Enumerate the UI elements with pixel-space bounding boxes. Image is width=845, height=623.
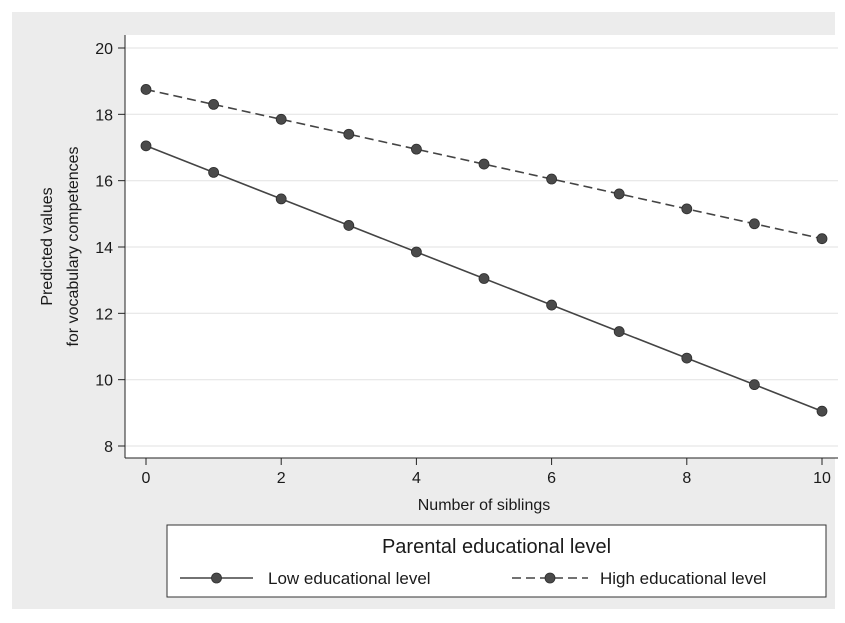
axes: 8 10 12 14 16 18 20 0 2 4 6 8 10	[95, 35, 838, 487]
y-tick-label-20: 20	[95, 41, 113, 58]
y-axis-label-line-1: Predicted values	[39, 187, 56, 305]
series-0-point-4	[410, 246, 422, 258]
grid-lines	[125, 47, 838, 447]
series-1-point-5	[478, 158, 490, 170]
x-tick-label-10: 10	[813, 470, 831, 487]
x-tick-label-6: 6	[547, 470, 556, 487]
series-0-point-7	[613, 326, 625, 337]
series-1-point-8	[681, 203, 693, 215]
legend-label-0: Low educational level	[268, 569, 431, 588]
series-0-point-5	[478, 273, 490, 284]
series-1-point-4	[410, 143, 422, 155]
y-tick-label-8: 8	[104, 439, 113, 456]
legend-title: Parental educational level	[382, 536, 611, 558]
legend-marker-0	[211, 572, 222, 584]
legend-marker-1	[544, 572, 556, 584]
y-tick-label-16: 16	[95, 174, 113, 191]
y-tick-label-10: 10	[95, 373, 113, 390]
legend-box	[166, 524, 827, 598]
x-tick-label-2: 2	[277, 470, 286, 487]
y-tick-label-18: 18	[95, 107, 113, 124]
series-1-point-2	[275, 113, 287, 125]
series-layer	[140, 84, 828, 417]
x-tick-label-4: 4	[412, 470, 421, 487]
series-1-point-1	[208, 98, 220, 110]
legend-label-1: High educational level	[600, 569, 766, 588]
y-tick-label-12: 12	[95, 306, 113, 323]
series-line-1	[145, 88, 823, 240]
series-0-point-10	[816, 405, 828, 417]
legend: Parental educational level Low education…	[166, 524, 827, 598]
series-1-point-9	[749, 218, 760, 230]
y-tick-label-14: 14	[95, 240, 113, 257]
series-1-point-6	[546, 173, 557, 185]
series-1-point-7	[613, 188, 625, 200]
x-tick-label-0: 0	[142, 470, 151, 487]
series-0-point-3	[343, 220, 355, 231]
series-1-point-0	[140, 84, 152, 95]
series-0-point-8	[681, 352, 693, 364]
series-1-point-3	[343, 128, 355, 140]
x-tick-label-8: 8	[682, 470, 691, 487]
series-1-point-10	[816, 233, 828, 245]
legend-items: Low educational level High educational le…	[180, 569, 766, 588]
series-0-point-6	[546, 299, 557, 311]
y-axis-label-line-2: for vocabulary competences	[65, 146, 82, 346]
series-0-point-0	[140, 140, 152, 152]
x-axis-label: Number of siblings	[418, 497, 551, 514]
series-0-point-9	[749, 379, 760, 391]
series-0-point-1	[208, 166, 220, 178]
series-0-point-2	[275, 193, 287, 205]
